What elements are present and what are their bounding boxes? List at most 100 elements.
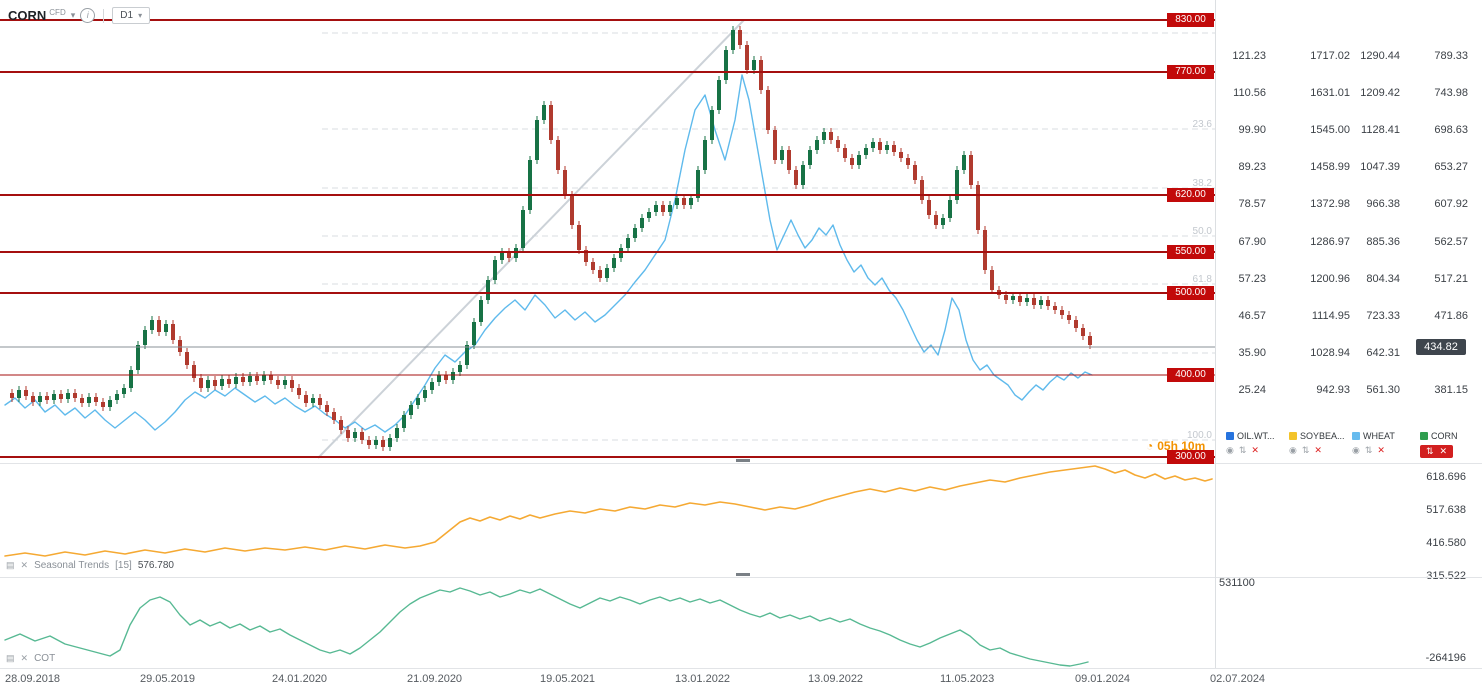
price-scale-value: 381.15 <box>1434 383 1468 396</box>
current-price-badge: 434.82 <box>1416 339 1466 355</box>
price-scale-row: 78.57 1372.98 966.38 607.92 <box>1222 197 1468 211</box>
time-axis-label: 19.05.2021 <box>540 673 596 685</box>
legend-color-swatch <box>1420 432 1428 440</box>
legend-item-corn[interactable]: CORN ⇅ ✕ <box>1420 431 1482 458</box>
price-scale-value: 1047.39 <box>1360 161 1400 174</box>
scale-toggle-icon[interactable]: ⇅ <box>1364 445 1373 455</box>
price-scale-value: 653.27 <box>1434 161 1468 174</box>
price-scale-value: 723.33 <box>1366 309 1400 322</box>
price-level-label: 500.00 <box>1167 286 1214 300</box>
price-scale-row: 89.23 1458.99 1047.39 653.27 <box>1222 160 1468 174</box>
price-scale-separator <box>1215 0 1216 668</box>
remove-instrument-icon[interactable]: ✕ <box>1314 445 1322 455</box>
fib-level-label: 50.0 <box>1192 226 1212 237</box>
indicator-settings-icon[interactable]: ▤ <box>6 653 15 663</box>
legend-label: OIL.WT... <box>1237 431 1275 441</box>
legend-item-wheat[interactable]: WHEAT ◉ ⇅ ✕ <box>1352 431 1414 456</box>
time-axis-label: 02.07.2024 <box>1210 673 1266 685</box>
price-scale-value: 562.57 <box>1434 235 1468 248</box>
timeframe-value: D1 <box>120 10 134 21</box>
remove-instrument-icon[interactable]: ✕ <box>1377 445 1385 455</box>
symbol-name[interactable]: CORN <box>8 8 47 23</box>
price-scale-value: 743.98 <box>1434 87 1468 100</box>
price-scale-value: 642.31 <box>1366 346 1400 359</box>
time-axis-separator <box>0 668 1482 669</box>
active-instrument-controls[interactable]: ⇅ ✕ <box>1420 445 1454 458</box>
price-scale-value: 517.21 <box>1434 272 1468 285</box>
price-scale-value: 57.23 <box>1238 272 1266 285</box>
time-axis-label: 11.05.2023 <box>940 673 995 685</box>
price-scale-row: 121.23 1717.02 1290.44 789.33 <box>1222 49 1468 63</box>
price-scale-row: 25.24 942.93 561.30 381.15 <box>1222 383 1468 397</box>
price-scale-value: 78.57 <box>1238 198 1266 211</box>
price-level-label: 620.00 <box>1167 188 1214 202</box>
price-scale-value: 1458.99 <box>1310 161 1350 174</box>
panel-separator[interactable] <box>0 463 1482 464</box>
legend-color-swatch <box>1226 432 1234 440</box>
legend-controls: ⇅ ✕ <box>1420 445 1482 458</box>
scale-toggle-icon[interactable]: ⇅ <box>1426 446 1434 456</box>
indicator-close-icon[interactable]: ✕ <box>20 653 29 663</box>
visibility-eye-icon[interactable]: ◉ <box>1226 445 1234 455</box>
indicator-name: COT <box>34 653 56 664</box>
price-level-label: 400.00 <box>1167 368 1214 382</box>
timeframe-selector[interactable]: D1 ▾ <box>112 7 151 24</box>
price-scale-value: 966.38 <box>1366 198 1400 211</box>
instrument-type-label: CFD <box>49 8 66 17</box>
price-scale-value: 1545.00 <box>1310 124 1350 137</box>
cot-scale-value: 531100 <box>1219 577 1255 589</box>
price-scale-row: 35.90 1028.94 642.31 <box>1222 346 1468 360</box>
time-axis-label: 24.01.2020 <box>272 673 328 685</box>
visibility-eye-icon[interactable]: ◉ <box>1352 445 1360 455</box>
indicator-settings-icon[interactable]: ▤ <box>6 560 15 570</box>
price-scale-value: 1290.44 <box>1360 50 1400 62</box>
legend-label: SOYBEA... <box>1300 431 1345 441</box>
panel-separator[interactable] <box>0 577 1482 578</box>
main-chart-canvas[interactable] <box>0 0 1215 668</box>
price-scale-value: 1200.96 <box>1310 272 1350 285</box>
price-scale-value: 942.93 <box>1316 383 1350 396</box>
legend-label: WHEAT <box>1363 431 1395 441</box>
remove-instrument-icon[interactable]: ✕ <box>1251 445 1259 455</box>
fib-level-label: 100.0 <box>1186 430 1212 441</box>
fib-level-label: 38.2 <box>1192 178 1212 189</box>
symbol-dropdown-caret-icon[interactable]: ▾ <box>70 10 76 20</box>
price-scale-value: 1372.98 <box>1310 198 1350 211</box>
price-scale-row: 67.90 1286.97 885.36 562.57 <box>1222 235 1468 249</box>
indicator-value: 576.780 <box>137 560 174 571</box>
visibility-eye-icon[interactable]: ◉ <box>1289 445 1297 455</box>
seasonal-scale-value: 517.638 <box>1426 504 1466 516</box>
price-level-label: 770.00 <box>1167 65 1214 79</box>
price-level-label: 550.00 <box>1167 245 1214 259</box>
scale-toggle-icon[interactable]: ⇅ <box>1301 445 1310 455</box>
legend-controls: ◉ ⇅ ✕ <box>1226 445 1288 456</box>
remove-instrument-icon[interactable]: ✕ <box>1439 446 1448 456</box>
legend-label: CORN <box>1431 431 1458 441</box>
panel-collapse-handle[interactable] <box>736 573 750 576</box>
time-axis-label: 28.09.2018 <box>5 673 61 685</box>
scale-toggle-icon[interactable]: ⇅ <box>1238 445 1247 455</box>
price-scale-value: 99.90 <box>1238 124 1266 137</box>
price-scale-value: 471.86 <box>1434 309 1468 322</box>
candle-countdown: ◔ 05h 10m <box>1146 439 1205 453</box>
info-icon[interactable]: i <box>80 8 96 23</box>
legend-item-soybea[interactable]: SOYBEA... ◉ ⇅ ✕ <box>1289 431 1351 456</box>
price-scale-value: 1128.41 <box>1361 124 1400 137</box>
countdown-clock-icon: ◔ <box>1146 439 1154 453</box>
legend-controls: ◉ ⇅ ✕ <box>1352 445 1414 456</box>
price-scale-value: 698.63 <box>1434 124 1468 137</box>
timeframe-caret-icon: ▾ <box>138 11 143 20</box>
indicator-close-icon[interactable]: ✕ <box>20 560 29 570</box>
price-scale-value: 89.23 <box>1238 161 1266 174</box>
time-axis-label: 29.05.2019 <box>140 673 196 685</box>
legend-item-oilwt[interactable]: OIL.WT... ◉ ⇅ ✕ <box>1226 431 1288 456</box>
time-axis-label: 13.09.2022 <box>808 673 864 685</box>
price-scale-value: 1028.94 <box>1310 346 1350 359</box>
price-scale-row: 110.56 1631.01 1209.42 743.98 <box>1222 86 1468 100</box>
price-scale-row: 46.57 1114.95 723.33 471.86 <box>1222 309 1468 323</box>
panel-collapse-handle[interactable] <box>736 459 750 462</box>
price-scale-value: 67.90 <box>1238 235 1266 248</box>
seasonal-scale-value: 416.580 <box>1426 537 1466 549</box>
price-level-label: 300.00 <box>1167 450 1214 464</box>
